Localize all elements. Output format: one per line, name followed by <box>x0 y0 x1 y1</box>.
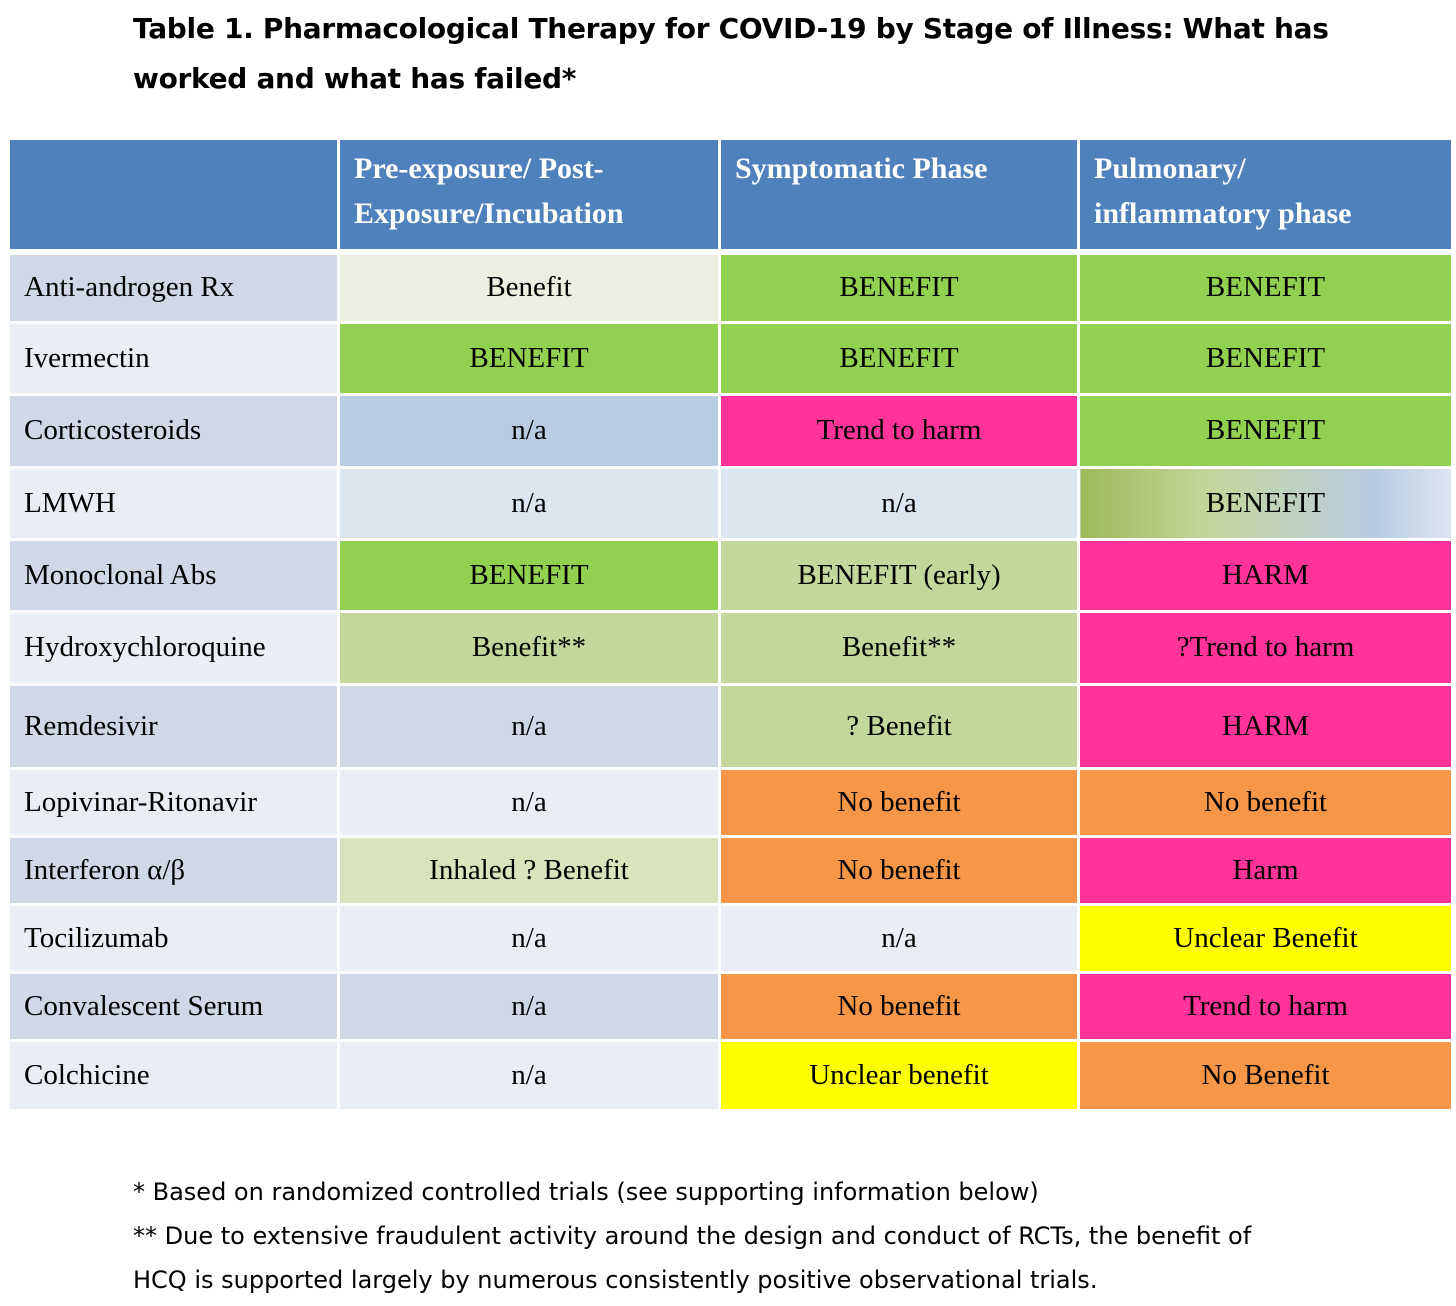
header-pulmonary: Pulmonary/ inflammatory phase <box>1077 137 1454 254</box>
header-pre-exposure: Pre-exposure/ Post- Exposure/Incubation <box>337 137 721 254</box>
effect-cell: Unclear Benefit <box>1077 902 1454 974</box>
footnote-3: HCQ is supported largely by numerous con… <box>133 1266 1098 1294</box>
footnote-2: ** Due to extensive fraudulent activity … <box>133 1222 1252 1250</box>
table-row: Remdesivir n/a? Benefit HARM <box>7 682 1454 770</box>
effect-cell: BENEFIT <box>337 320 721 396</box>
header-line: inflammatory phase <box>1094 197 1352 230</box>
table-row: Colchicine n/a Unclear benefit No Benefit <box>7 1038 1454 1112</box>
table-row: Hydroxychloroquine Benefit** Benefit** ?Tre… <box>7 609 1454 686</box>
table-title: Table 1. Pharmacological Therapy for COV… <box>133 4 1363 104</box>
header-line: Exposure/Incubation <box>354 197 624 230</box>
therapy-name: Anti-androgen Rx <box>7 250 340 324</box>
effect-cell: No benefit <box>1077 766 1454 838</box>
effect-cell: n/a <box>337 902 721 974</box>
effect-cell: Benefit <box>337 250 721 324</box>
table-row: Interferon α/β Inhaled ? Benefit No benefi… <box>7 834 1454 906</box>
effect-cell: n/a <box>337 970 721 1042</box>
therapy-name: Ivermectin <box>7 320 340 396</box>
table-row: Tocilizumab n/a n/a Unclear Benefit <box>7 902 1454 974</box>
header-line: Pre-exposure/ Post- <box>354 152 604 185</box>
header-symptomatic: Symptomatic Phase <box>718 137 1080 254</box>
effect-cell: Harm <box>1077 834 1454 906</box>
therapy-name: Tocilizumab <box>7 902 340 974</box>
effect-cell: n/a <box>337 1038 721 1112</box>
effect-cell: n/a <box>337 766 721 838</box>
effect-cell: Inhaled ? Benefit <box>337 834 721 906</box>
effect-cell: No benefit <box>718 766 1080 838</box>
therapy-name: Remdesivir <box>7 682 340 770</box>
table-row: Lopivinar-Ritonavir n/a No benefit No benef… <box>7 766 1454 838</box>
title-line-2: worked and what has failed* <box>133 62 577 95</box>
effect-cell: HARM <box>1077 537 1454 613</box>
effect-cell: Unclear benefit <box>718 1038 1080 1112</box>
table-row: Ivermectin BENEFIT BENEFIT BENEFIT <box>7 320 1454 396</box>
table-row: Corticosteroids n/a Trend to harm BENEFIT <box>7 392 1454 469</box>
effect-cell: Trend to harm <box>718 392 1080 469</box>
header-row: Pre-exposure/ Post- Exposure/Incubation … <box>7 137 1454 254</box>
header-line: Pulmonary/ <box>1094 152 1246 185</box>
footnotes: * Based on randomized controlled trials … <box>133 1170 1353 1302</box>
therapy-name: Convalescent Serum <box>7 970 340 1042</box>
header-line: Symptomatic Phase <box>735 152 988 185</box>
therapy-name: Corticosteroids <box>7 392 340 469</box>
effect-cell: Benefit** <box>337 609 721 686</box>
effect-cell: n/a <box>337 465 721 541</box>
header-blank <box>7 137 340 254</box>
therapy-name: LMWH <box>7 465 340 541</box>
effect-cell: Trend to harm <box>1077 970 1454 1042</box>
table-row: Anti-androgen Rx Benefit BENEFIT BENEFIT <box>7 250 1454 324</box>
effect-cell: n/a <box>718 902 1080 974</box>
effect-cell: No benefit <box>718 970 1080 1042</box>
table-row: Monoclonal Abs BENEFIT BENEFIT (early) HARM <box>7 537 1454 613</box>
effect-cell: No benefit <box>718 834 1080 906</box>
effect-cell: ? Benefit <box>718 682 1080 770</box>
therapy-name: Monoclonal Abs <box>7 537 340 613</box>
effect-cell: BENEFIT <box>1077 250 1454 324</box>
effect-cell: BENEFIT <box>337 537 721 613</box>
effect-cell: Benefit** <box>718 609 1080 686</box>
effect-cell: n/a <box>337 682 721 770</box>
effect-cell: ?Trend to harm <box>1077 609 1454 686</box>
effect-cell: BENEFIT <box>1077 392 1454 469</box>
effect-cell: No Benefit <box>1077 1038 1454 1112</box>
effect-cell: n/a <box>718 465 1080 541</box>
therapy-name: Lopivinar-Ritonavir <box>7 766 340 838</box>
title-line-1: Table 1. Pharmacological Therapy for COV… <box>133 12 1329 45</box>
effect-cell: BENEFIT <box>718 250 1080 324</box>
effect-cell: n/a <box>337 392 721 469</box>
therapy-name: Interferon α/β <box>7 834 340 906</box>
therapy-name: Hydroxychloroquine <box>7 609 340 686</box>
therapy-name: Colchicine <box>7 1038 340 1112</box>
effect-cell: BENEFIT <box>1077 465 1454 541</box>
table-row: LMWH n/a n/a BENEFIT <box>7 465 1454 541</box>
therapy-table: Pre-exposure/ Post- Exposure/Incubation … <box>7 137 1454 1112</box>
effect-cell: BENEFIT <box>1077 320 1454 396</box>
effect-cell: BENEFIT <box>718 320 1080 396</box>
effect-cell: BENEFIT (early) <box>718 537 1080 613</box>
footnote-1: * Based on randomized controlled trials … <box>133 1178 1039 1206</box>
table-row: Convalescent Serum n/a No benefit Trend to … <box>7 970 1454 1042</box>
effect-cell: HARM <box>1077 682 1454 770</box>
